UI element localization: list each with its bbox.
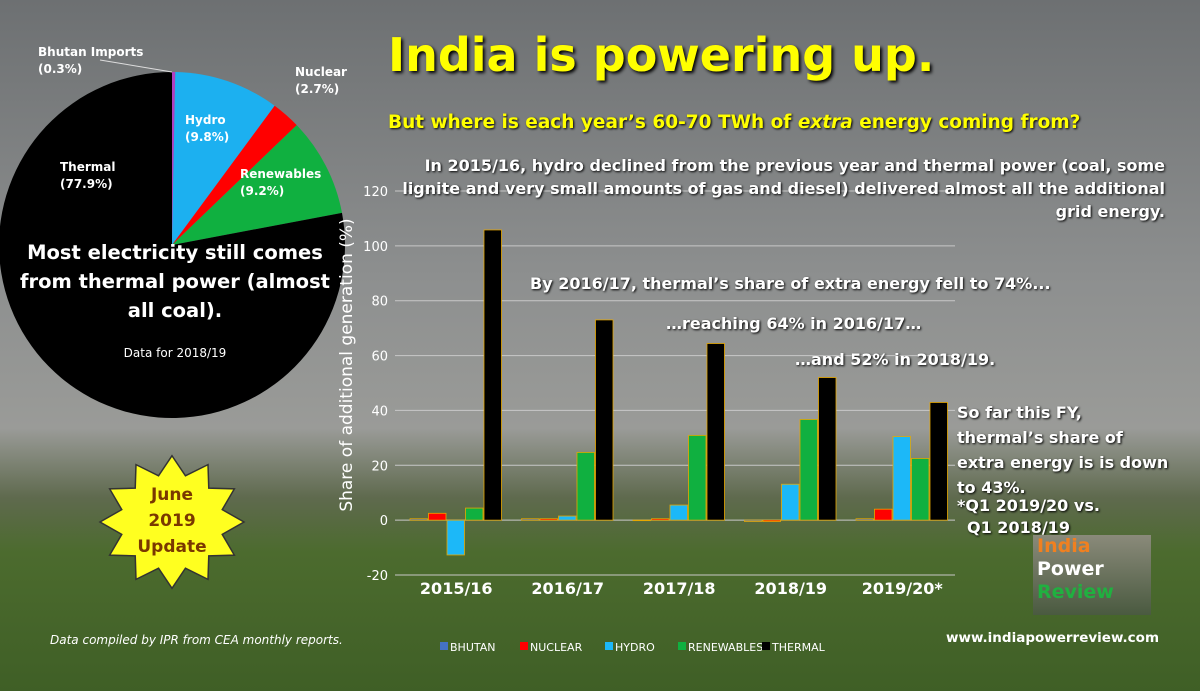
subtitle: But where is each year’s 60-70 TWh of ex… (388, 112, 1080, 133)
bar (669, 504, 688, 521)
subtitle-emphasis: extra (797, 112, 853, 133)
bar (892, 436, 911, 521)
source: Data compiled by IPR from CEA monthly re… (50, 633, 343, 647)
annotation: So far this FY, thermal’s share of extra… (957, 403, 1169, 497)
legend-label: BHUTAN (450, 641, 496, 654)
x-tick-label: 2019/20* (862, 579, 944, 598)
y-tick-label: 100 (363, 240, 388, 255)
pie-value-label: (0.3%) (38, 62, 82, 76)
legend-swatch (520, 642, 528, 650)
bar (483, 229, 502, 521)
y-tick-label: 20 (371, 459, 388, 474)
pie-label: Hydro (185, 113, 226, 127)
badge-text: 2019 (148, 511, 195, 531)
badge-text: June (150, 485, 193, 505)
subtitle-part: But where is each year’s 60-70 TWh of (388, 112, 792, 133)
bar (874, 508, 893, 521)
bar (781, 483, 800, 521)
y-tick-label: 60 (371, 350, 388, 365)
subtitle-part: energy coming from? (859, 112, 1081, 133)
y-axis-label: Share of additional generation (%) (337, 218, 357, 511)
annotation: By 2016/17, thermal’s share of extra ene… (530, 274, 1051, 293)
y-tick-label: 80 (371, 295, 388, 310)
pie-note: Most electricity still comes from therma… (20, 241, 331, 322)
y-tick-label: 0 (380, 514, 388, 529)
bar (465, 507, 484, 521)
legend-label: RENEWABLES (688, 641, 763, 654)
bar (911, 458, 930, 521)
bar (521, 518, 540, 521)
x-tick-label: 2017/18 (643, 579, 716, 598)
y-tick-label: -20 (367, 569, 388, 584)
legend-swatch (440, 642, 448, 650)
legend-label: NUCLEAR (530, 641, 583, 654)
badge-text: Update (137, 537, 206, 557)
bar (558, 515, 577, 521)
pie-label: Bhutan Imports (38, 45, 143, 59)
pie-slice (172, 105, 297, 245)
bar (632, 519, 651, 522)
x-tick-label: 2018/19 (754, 579, 827, 598)
bar (706, 343, 725, 521)
leader-line (99, 59, 173, 73)
pie-slice (172, 125, 342, 245)
bar (595, 319, 614, 521)
pie-footnote: Data for 2018/19 (123, 346, 227, 360)
bar (688, 434, 707, 521)
logo-word: India (1037, 535, 1091, 557)
annotation: Q1 2018/19 (967, 518, 1070, 537)
bar (651, 518, 670, 521)
pie-label: Nuclear (295, 65, 347, 79)
pie-slice (0, 72, 345, 418)
legend-swatch (678, 642, 686, 650)
bar (744, 519, 763, 522)
y-tick-label: 120 (363, 185, 388, 200)
bar (409, 518, 428, 521)
logo-word: Power (1037, 558, 1104, 580)
pie-value-label: (77.9%) (60, 177, 113, 191)
bar (576, 451, 595, 521)
bar (818, 377, 837, 521)
annotation: *Q1 2019/20 vs. (957, 496, 1100, 515)
pie-value-label: (2.7%) (295, 82, 339, 96)
annotation: In 2015/16, hydro declined from the prev… (402, 156, 1165, 221)
legend-swatch (605, 642, 613, 650)
pie-label: Renewables (240, 167, 321, 181)
legend-label: HYDRO (615, 641, 655, 654)
y-tick-label: 40 (371, 404, 388, 419)
bar (929, 402, 948, 521)
pie-label: Thermal (60, 160, 116, 174)
legend-label: THERMAL (771, 641, 826, 654)
x-tick-label: 2015/16 (420, 579, 493, 598)
logo: India Power Review (1033, 535, 1151, 615)
bar (428, 512, 447, 521)
bar (762, 519, 781, 522)
pie-slice (172, 72, 275, 245)
logo-word: Review (1037, 581, 1114, 603)
bar (799, 419, 818, 521)
website: www.indiapowerreview.com (946, 630, 1160, 646)
bar (539, 518, 558, 521)
annotation: …and 52% in 2018/19. (795, 350, 996, 369)
pie-value-label: (9.2%) (240, 184, 284, 198)
bar (446, 519, 465, 556)
bar (855, 518, 874, 521)
badge-star (98, 454, 246, 590)
legend-swatch (762, 642, 770, 650)
annotation: …reaching 64% in 2016/17… (666, 314, 922, 333)
x-tick-label: 2016/17 (531, 579, 604, 598)
pie-value-label: (9.8%) (185, 130, 229, 144)
pie-slice (172, 72, 176, 245)
title: India is powering up. (388, 28, 935, 82)
